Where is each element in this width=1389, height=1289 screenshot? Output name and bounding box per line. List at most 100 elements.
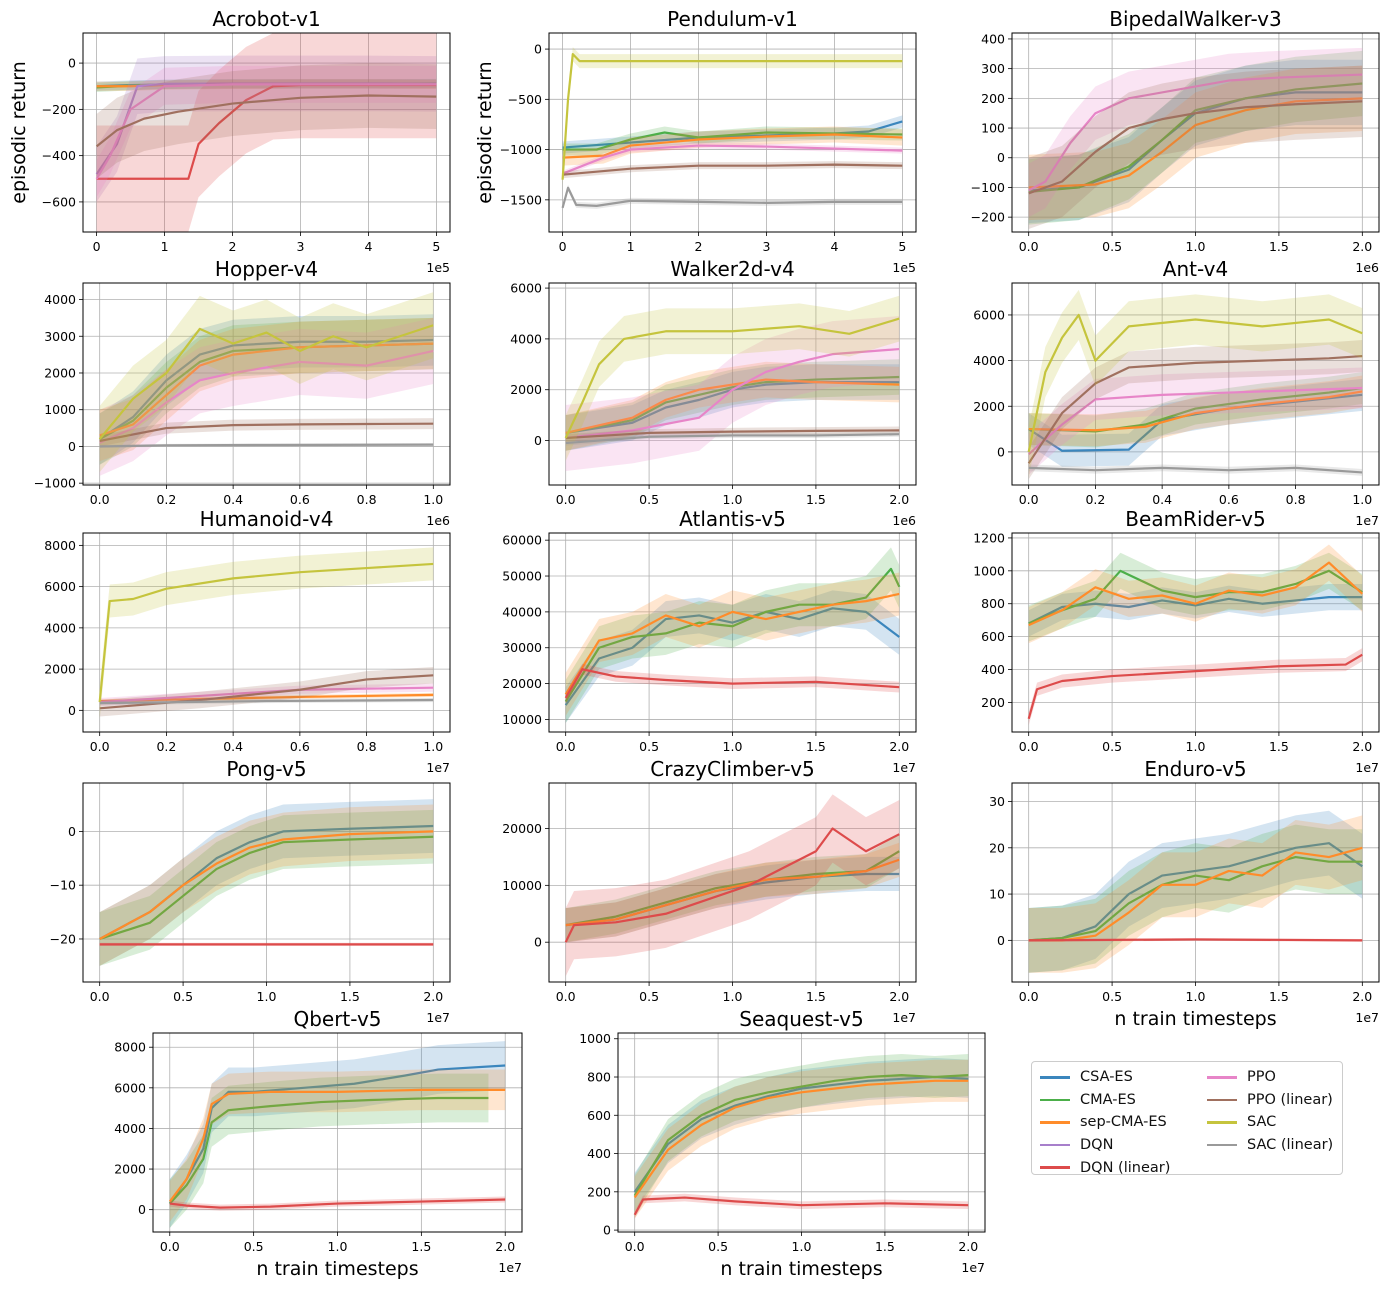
series-group bbox=[168, 1041, 506, 1228]
y-tick-label: 2000 bbox=[114, 1162, 146, 1177]
series-band-csa-es bbox=[1028, 59, 1363, 224]
series-line-sac bbox=[98, 562, 434, 703]
series-band-sep-cma-es bbox=[1028, 544, 1363, 644]
x-tick-label: 0.0 bbox=[556, 492, 576, 507]
y-tick-label: −200 bbox=[42, 102, 76, 117]
x-tick-label: 0.6 bbox=[290, 492, 310, 507]
x-offset-label: 1e7 bbox=[426, 760, 450, 775]
series-line-ppo-linear- bbox=[565, 429, 900, 440]
y-tick-label: 20 bbox=[989, 840, 1005, 855]
series-band-sep-cma-es bbox=[99, 317, 434, 462]
legend-swatch bbox=[1040, 1166, 1070, 1169]
series-band-dqn-linear- bbox=[565, 794, 900, 977]
x-offset-label: 1e7 bbox=[892, 760, 916, 775]
x-tick-label: 1.0 bbox=[1186, 739, 1206, 754]
panel-hopper-v4: 0.0 0.2 0.4 0.6 0.8 1.0 −1000 0 1000 2000 3000 4000… bbox=[34, 257, 451, 528]
x-offset-label: 1e5 bbox=[426, 260, 450, 275]
panel-title: Walker2d-v4 bbox=[670, 257, 794, 281]
series-line-dqn-linear- bbox=[169, 1198, 506, 1209]
series-line-ppo bbox=[99, 686, 434, 704]
panel-ant-v4: 0.0 0.2 0.4 0.6 0.8 1.0 0 2000 4000 6000 Ant-v4 1e7 bbox=[973, 257, 1380, 528]
series-line-dqn-linear- bbox=[1027, 653, 1363, 720]
series-line-csa-es bbox=[1028, 596, 1363, 625]
legend-item-sac: SAC bbox=[1207, 1111, 1333, 1134]
series-line-csa-es bbox=[633, 1075, 969, 1193]
x-offset-label: 1e7 bbox=[426, 1010, 450, 1025]
x-tick-label: 0.0 bbox=[556, 739, 576, 754]
x-tick-label: 0.2 bbox=[1085, 492, 1105, 507]
x-tick-label: 1.0 bbox=[423, 492, 443, 507]
legend-swatch bbox=[1040, 1121, 1070, 1124]
y-tick-label: 600 bbox=[981, 629, 1005, 644]
series-band-sac bbox=[1028, 289, 1363, 478]
y-tick-label: 1200 bbox=[973, 530, 1005, 545]
y-tick-label: 2000 bbox=[44, 662, 76, 677]
series-band-csa-es bbox=[99, 799, 434, 966]
plot-frame bbox=[82, 532, 451, 733]
series-line-ppo bbox=[1028, 73, 1363, 192]
panel-title: Humanoid-v4 bbox=[200, 507, 334, 531]
x-tick-label: 0.8 bbox=[357, 492, 377, 507]
y-tick-label: 8000 bbox=[44, 538, 76, 553]
series-band-dqn-linear- bbox=[96, 33, 437, 232]
series-band-ppo bbox=[99, 317, 434, 476]
series-group bbox=[98, 292, 434, 476]
series-line-sac-linear- bbox=[565, 433, 900, 445]
series-group bbox=[95, 33, 437, 232]
panel-humanoid-v4: 0.0 0.2 0.4 0.6 0.8 1.0 0 2000 4000 6000 8000 Human… bbox=[44, 507, 451, 775]
series-band-ppo bbox=[1028, 47, 1363, 218]
y-tick-label: 30000 bbox=[502, 640, 542, 655]
series-line-sac-linear- bbox=[99, 443, 434, 448]
x-tick-label: 3 bbox=[297, 239, 305, 254]
legend-item-csa-es: CSA-ES bbox=[1040, 1066, 1170, 1089]
x-tick-label: 1.5 bbox=[806, 492, 826, 507]
y-tick-label: 2000 bbox=[510, 382, 542, 397]
series-group bbox=[1028, 810, 1363, 973]
y-tick-label: 10 bbox=[989, 887, 1005, 902]
panel-crazyclimber-v5: 0.0 0.5 1.0 1.5 2.0 0 10000 20000 CrazyClimber-v… bbox=[502, 757, 917, 1025]
series-line-sep-cma-es bbox=[99, 830, 434, 940]
series-band-ppo-linear- bbox=[96, 63, 437, 179]
panel-title: Hopper-v4 bbox=[215, 257, 318, 281]
series-line-sep-cma-es bbox=[633, 1079, 969, 1199]
series-group bbox=[561, 47, 903, 211]
legend-swatch bbox=[1040, 1143, 1070, 1147]
x-tick-label: 0.0 bbox=[556, 989, 576, 1004]
panel-title: Pendulum-v1 bbox=[667, 7, 798, 31]
series-band-sac bbox=[99, 292, 434, 473]
panel-title: Pong-v5 bbox=[226, 757, 306, 781]
y-tick-label: 400 bbox=[587, 1146, 611, 1161]
x-offset-label: 1e6 bbox=[892, 513, 916, 528]
series-band-sac bbox=[99, 547, 434, 719]
x-tick-label: 0.0 bbox=[160, 1239, 180, 1254]
series-line-dqn-linear- bbox=[564, 827, 900, 943]
x-offset-label: 1e7 bbox=[892, 1010, 916, 1025]
series-group bbox=[98, 547, 434, 719]
y-tick-label: 30 bbox=[989, 794, 1005, 809]
series-line-sep-cma-es bbox=[564, 592, 900, 695]
y-tick-label: 20000 bbox=[502, 676, 542, 691]
x-axis-label: n train timesteps bbox=[720, 1258, 882, 1280]
y-tick-label: 600 bbox=[587, 1108, 611, 1123]
x-offset-label: 1e7 bbox=[961, 1260, 985, 1275]
y-tick-label: 800 bbox=[587, 1070, 611, 1085]
series-band-csa-es bbox=[1028, 810, 1363, 973]
y-tick-label: 60000 bbox=[502, 533, 542, 548]
y-tick-label: 0 bbox=[997, 444, 1005, 459]
x-tick-label: 1.0 bbox=[723, 492, 743, 507]
x-offset-label: 1e7 bbox=[1355, 1010, 1379, 1025]
x-offset-label: 1e7 bbox=[498, 1260, 522, 1275]
series-line-cma-es bbox=[168, 1096, 489, 1205]
panel-bipedalwalker-v3: 0.0 0.5 1.0 1.5 2.0 −200 −100 0 100 200 300 400 Bipe… bbox=[971, 7, 1380, 275]
panel-title: Seaquest-v5 bbox=[739, 1007, 863, 1031]
y-tick-label: 6000 bbox=[973, 307, 1005, 322]
y-axis-label: episodic return bbox=[8, 61, 30, 203]
legend-item-cma-es: CMA-ES bbox=[1040, 1089, 1170, 1112]
x-tick-label: 1.0 bbox=[723, 989, 743, 1004]
plot-frame bbox=[548, 32, 917, 233]
series-line-dqn-linear- bbox=[564, 668, 900, 699]
y-tick-label: 0 bbox=[68, 824, 76, 839]
series-line-cma-es bbox=[565, 375, 900, 434]
series-line-ppo-linear- bbox=[1027, 354, 1363, 464]
panel-title: Qbert-v5 bbox=[293, 1007, 381, 1031]
